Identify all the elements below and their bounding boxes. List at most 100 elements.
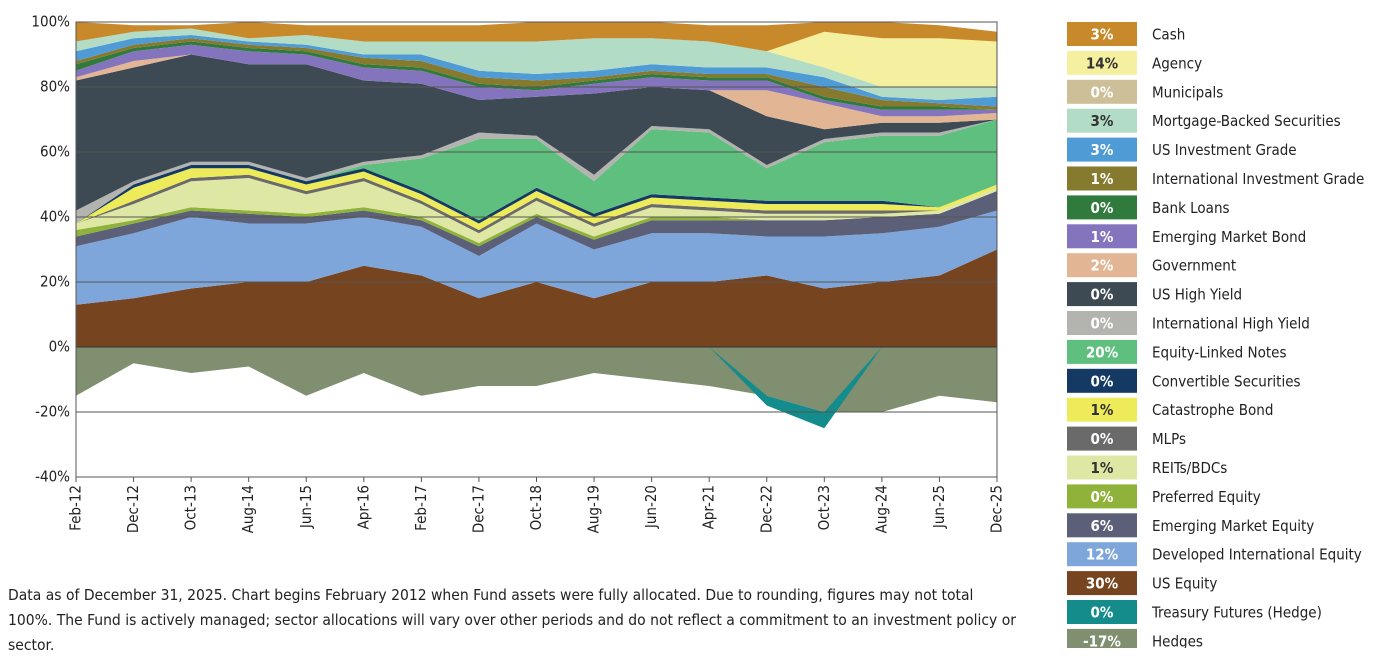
legend-label: Equity-Linked Notes	[1152, 343, 1287, 361]
x-tick-label: Jun-15	[297, 485, 315, 529]
legend-value: 20%	[1086, 343, 1119, 361]
legend-value: -17%	[1083, 632, 1121, 648]
y-tick-label: 60%	[40, 143, 70, 161]
x-tick-label: Aug-19	[585, 485, 603, 533]
x-tick-label: Feb-12	[67, 485, 85, 531]
legend-swatch	[1067, 368, 1137, 393]
x-tick-label: Dec-25	[988, 485, 1006, 533]
legend-value: 1%	[1091, 401, 1114, 419]
legend-swatch	[1067, 455, 1137, 480]
legend-label: Cash	[1152, 26, 1185, 44]
y-tick-label: -20%	[35, 403, 70, 421]
legend-swatch	[1067, 542, 1137, 567]
y-tick-label: -40%	[35, 468, 70, 486]
legend-swatch	[1067, 571, 1137, 596]
area	[76, 191, 997, 256]
legend-label: Convertible Securities	[1152, 372, 1301, 390]
legend-label: Treasury Futures (Hedge)	[1151, 604, 1322, 622]
legend-swatch	[1067, 484, 1137, 509]
legend-swatch	[1067, 108, 1137, 133]
x-tick-label: Feb-17	[412, 485, 430, 531]
x-tick-label: Dec-22	[757, 485, 775, 533]
legend-value: 3%	[1091, 112, 1114, 130]
legend-label: International Investment Grade	[1152, 170, 1364, 188]
legend-label: Bank Loans	[1152, 199, 1230, 217]
legend-value: 0%	[1091, 488, 1114, 506]
y-tick-label: 100%	[31, 13, 70, 31]
area	[76, 54, 997, 211]
area	[76, 119, 997, 224]
legend-label: REITs/BDCs	[1152, 459, 1227, 477]
legend-swatch	[1067, 253, 1137, 278]
legend-swatch	[1067, 426, 1137, 451]
legend-label: Emerging Market Bond	[1152, 228, 1306, 246]
legend-label: International High Yield	[1152, 315, 1310, 333]
x-tick-label: Aug-14	[239, 485, 257, 533]
legend-swatch	[1067, 397, 1137, 422]
legend-value: 1%	[1091, 170, 1114, 188]
legend-label: Government	[1152, 257, 1236, 275]
legend-label: MLPs	[1152, 430, 1186, 448]
legend-label: US Equity	[1152, 575, 1217, 593]
legend-swatch	[1067, 166, 1137, 191]
legend-label: Emerging Market Equity	[1152, 517, 1314, 535]
x-tick-label: Jun-25	[930, 485, 948, 529]
legend-value: 0%	[1091, 199, 1114, 217]
legend-label: Hedges	[1152, 632, 1203, 648]
legend-value: 0%	[1091, 286, 1114, 304]
legend-value: 6%	[1091, 517, 1114, 535]
legend-value: 3%	[1091, 141, 1114, 159]
legend-value: 0%	[1091, 83, 1114, 101]
legend-value: 3%	[1091, 26, 1114, 44]
legend-swatch	[1067, 195, 1137, 220]
legend-label: Agency	[1152, 54, 1202, 72]
x-tick-label: Oct-23	[815, 485, 833, 530]
area	[76, 54, 997, 130]
x-tick-label: Jun-20	[642, 485, 660, 529]
legend-swatch	[1067, 282, 1137, 307]
legend-swatch	[1067, 628, 1137, 648]
legend-swatch	[1067, 339, 1137, 364]
y-tick-label: 80%	[40, 78, 70, 96]
area	[76, 38, 997, 110]
x-tick-label: Oct-18	[527, 485, 545, 530]
legend-value: 30%	[1086, 575, 1119, 593]
y-tick-label: 40%	[40, 208, 70, 226]
x-tick-label: Apr-21	[700, 485, 718, 529]
legend-value: 12%	[1086, 546, 1119, 564]
legend-label: US Investment Grade	[1152, 141, 1297, 159]
legend-swatch	[1067, 311, 1137, 335]
legend-swatch	[1067, 600, 1137, 624]
area	[76, 35, 997, 107]
x-tick-label: Aug-24	[872, 485, 890, 533]
footnote: Data as of December 31, 2025. Chart begi…	[8, 586, 1016, 654]
legend-swatch	[1067, 79, 1137, 104]
legend-value: 2%	[1091, 257, 1114, 275]
legend-value: 14%	[1086, 54, 1119, 72]
legend-label: Mortgage-Backed Securities	[1152, 112, 1341, 130]
area	[76, 249, 997, 347]
area	[76, 28, 997, 87]
legend-swatch	[1067, 137, 1137, 162]
legend-label: Catastrophe Bond	[1152, 401, 1273, 419]
legend-swatch	[1067, 50, 1137, 75]
y-tick-label: 0%	[49, 338, 71, 356]
area	[76, 210, 997, 305]
legend-value: 0%	[1091, 372, 1114, 390]
legend-value: 0%	[1091, 604, 1114, 622]
x-tick-label: Dec-12	[124, 485, 142, 533]
legend-label: Preferred Equity	[1152, 488, 1261, 506]
legend-label: US High Yield	[1152, 286, 1242, 304]
legend-swatch	[1067, 22, 1137, 46]
legend-swatch	[1067, 513, 1137, 538]
legend-value: 1%	[1091, 459, 1114, 477]
y-tick-label: 20%	[40, 273, 70, 291]
legend-value: 1%	[1091, 228, 1114, 246]
legend-label: Municipals	[1152, 83, 1223, 101]
plot	[76, 22, 997, 429]
x-tick-label: Apr-16	[354, 485, 372, 529]
x-tick-label: Oct-13	[182, 485, 200, 530]
area	[76, 22, 997, 52]
